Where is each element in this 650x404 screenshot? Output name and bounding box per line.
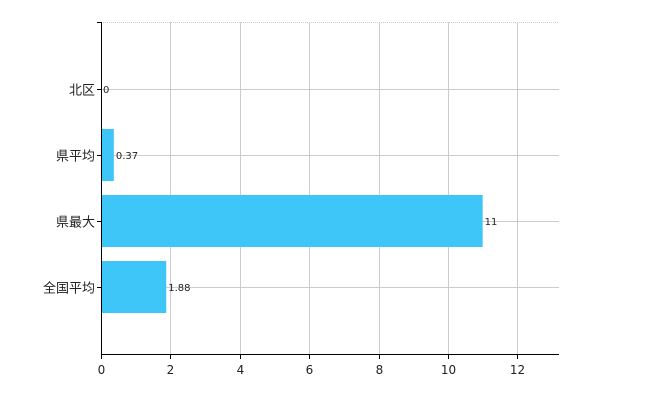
- x-tick-label: 2: [167, 363, 175, 377]
- x-tick-label: 10: [441, 363, 456, 377]
- data-label: 0: [103, 85, 109, 96]
- x-tick-label: 4: [237, 363, 245, 377]
- bar: [101, 261, 167, 313]
- gridlines: [101, 22, 559, 354]
- data-label: 0.37: [116, 151, 138, 162]
- data-label: 1.88: [168, 283, 190, 294]
- bar: [101, 129, 114, 181]
- x-tick-label: 8: [376, 363, 384, 377]
- category-label: 県最大: [56, 216, 95, 231]
- category-label: 全国平均: [43, 281, 95, 297]
- bar: [101, 195, 483, 247]
- axes: [97, 22, 559, 359]
- data-label: 11: [485, 217, 498, 228]
- x-tick-label: 0: [98, 363, 106, 377]
- x-tick-label: 6: [306, 363, 314, 377]
- category-label: 北区: [69, 84, 95, 99]
- x-tick-label: 12: [510, 363, 525, 377]
- category-label: 県平均: [56, 150, 95, 165]
- bars: [101, 129, 483, 313]
